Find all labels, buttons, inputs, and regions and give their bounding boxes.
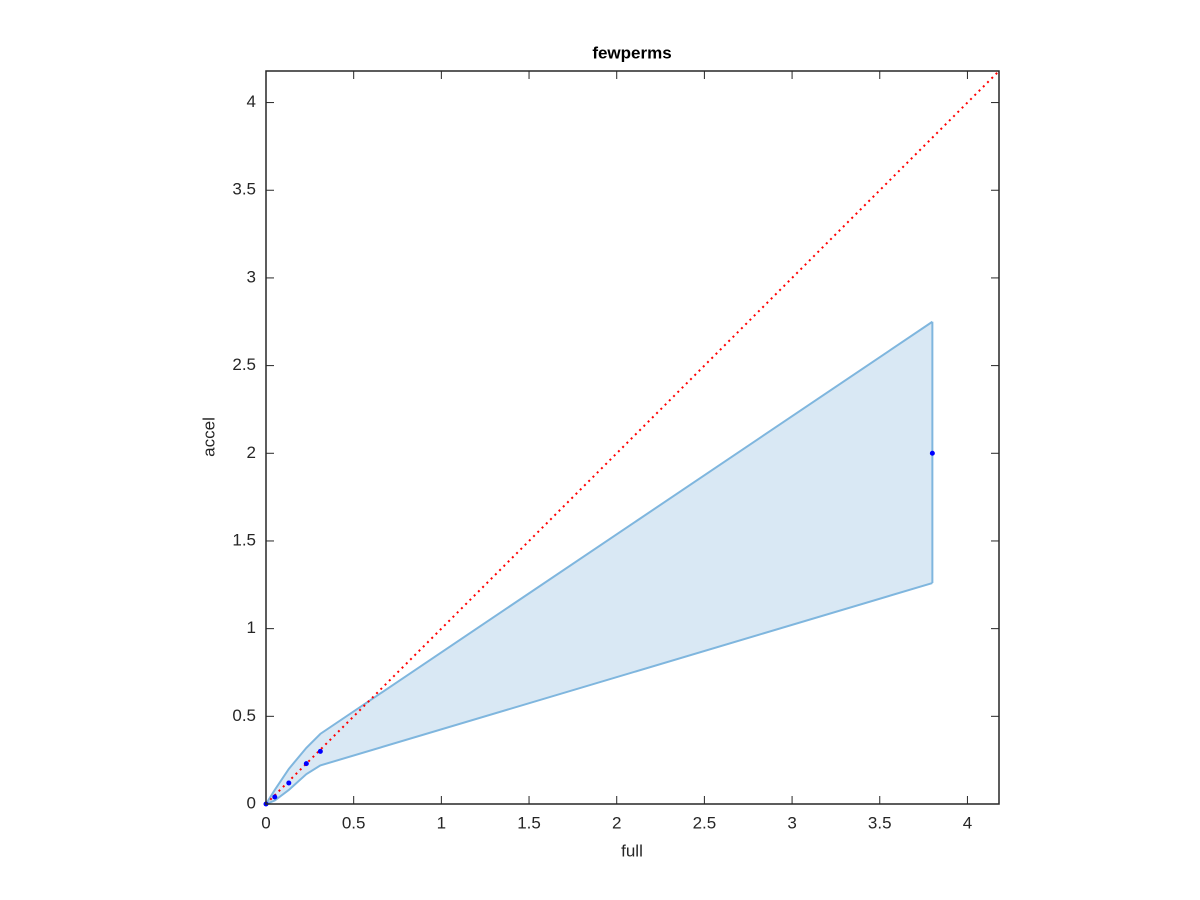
y-tick-label: 3 bbox=[247, 267, 256, 286]
x-tick-label: 2 bbox=[612, 813, 621, 832]
x-tick-label: 1.5 bbox=[517, 813, 541, 832]
data-point bbox=[929, 450, 935, 456]
x-tick-label: 0 bbox=[261, 813, 270, 832]
x-tick-label: 4 bbox=[963, 813, 972, 832]
x-tick-label: 1 bbox=[437, 813, 446, 832]
band-upper bbox=[265, 320, 933, 805]
y-tick-label: 2.5 bbox=[232, 355, 256, 374]
x-tick-label: 0.5 bbox=[342, 813, 366, 832]
band-lower bbox=[265, 582, 933, 805]
x-axis-label: full bbox=[621, 841, 643, 860]
y-tick-label: 0.5 bbox=[232, 706, 256, 725]
x-tick-label: 3 bbox=[787, 813, 796, 832]
chart-title: fewperms bbox=[592, 43, 671, 62]
x-tick-label: 3.5 bbox=[868, 813, 892, 832]
y-tick-label: 0 bbox=[247, 793, 256, 812]
y-tick-label: 4 bbox=[247, 92, 256, 111]
confidence-band bbox=[266, 321, 933, 804]
y-tick-label: 1.5 bbox=[232, 530, 256, 549]
data-point bbox=[272, 794, 278, 800]
y-tick-label: 2 bbox=[247, 443, 256, 462]
y-axis-label: accel bbox=[199, 417, 218, 457]
data-point bbox=[286, 780, 292, 786]
axes-box bbox=[265, 70, 1000, 805]
y-tick-label: 3.5 bbox=[232, 180, 256, 199]
data-point bbox=[317, 748, 323, 754]
x-tick-label: 2.5 bbox=[693, 813, 717, 832]
data-point bbox=[303, 761, 309, 767]
y-tick-label: 1 bbox=[247, 618, 256, 637]
